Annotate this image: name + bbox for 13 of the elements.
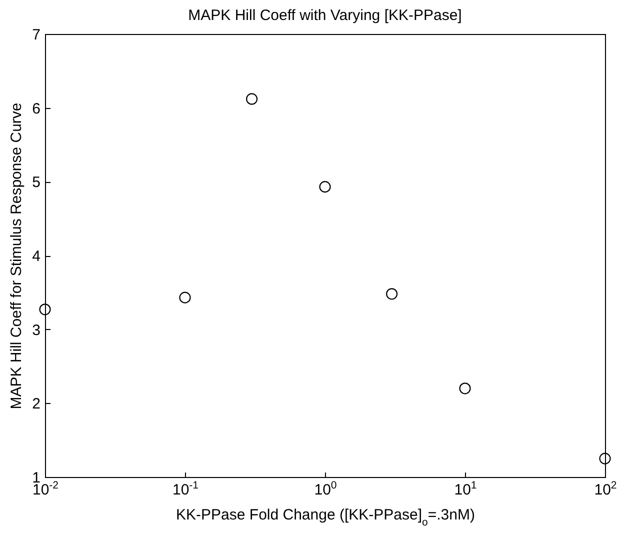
y-tick-label: 5 bbox=[32, 174, 40, 192]
y-tick-label: 2 bbox=[32, 396, 40, 413]
x-tick-label: 10$^{2}$ bbox=[594, 480, 617, 498]
x-tick-label: 10$^{0}$ bbox=[314, 480, 337, 498]
x-tick-label: 10$^{1}$ bbox=[454, 480, 477, 498]
chart-title: MAPK Hill Coeff with Varying [KK-PPase] bbox=[188, 7, 462, 24]
y-axis-title: MAPK Hill Coeff for Stimulus Response Curve bbox=[8, 102, 26, 410]
x-tick-label: 10$^{-1}$ bbox=[172, 480, 199, 498]
y-tick-label: 3 bbox=[32, 322, 40, 339]
x-axis-title: KK-PPase Fold Change ([KK-PPase]$_{o}$=.3nM) bbox=[176, 506, 475, 528]
y-tick-label: 6 bbox=[32, 100, 40, 118]
y-tick-label: 7 bbox=[32, 26, 40, 44]
y-tick-label: 4 bbox=[32, 248, 40, 265]
